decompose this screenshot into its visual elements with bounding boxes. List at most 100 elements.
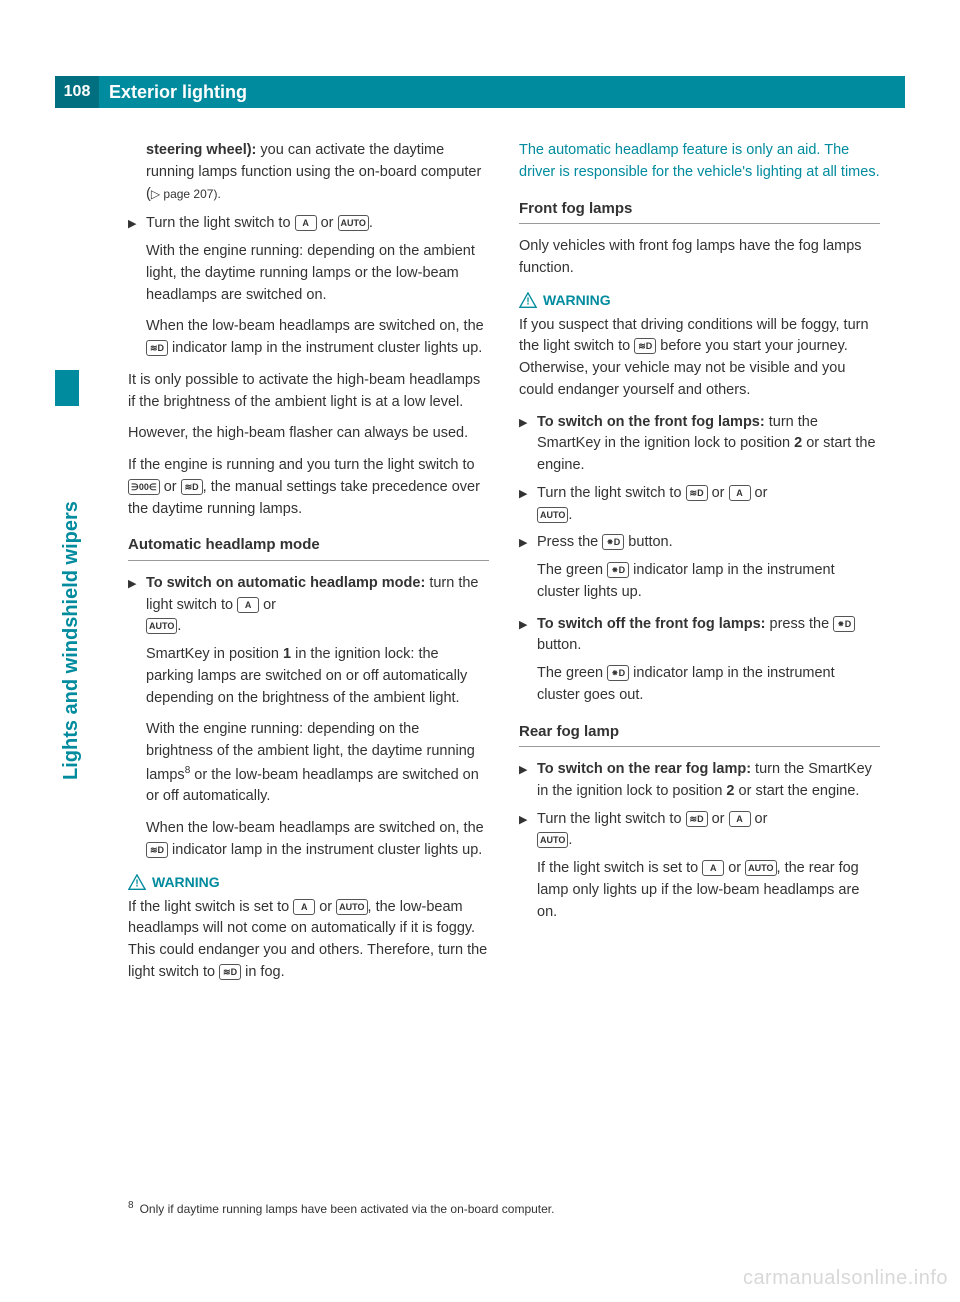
heading-front-fog: Front fog lamps <box>519 198 880 225</box>
sub-paragraph: SmartKey in position 1 in the ignition l… <box>146 644 489 709</box>
text: press the <box>770 616 834 632</box>
bold-lead: To switch off the front fog lamps: <box>537 616 770 632</box>
text: or <box>708 485 729 501</box>
lowbeam-icon: ≋D <box>686 811 708 827</box>
text: or <box>259 597 276 613</box>
list-item: ▶ Turn the light switch to ≋D or A or AU… <box>519 483 880 527</box>
text: button. <box>624 534 672 550</box>
heading-auto-headlamp: Automatic headlamp mode <box>128 534 489 561</box>
auto-icon: AUTO <box>745 860 776 876</box>
text: Turn the light switch to <box>537 811 686 827</box>
paragraph: It is only possible to activate the high… <box>128 370 489 414</box>
auto-icon: AUTO <box>537 832 568 848</box>
lowbeam-icon: ≋D <box>146 842 168 858</box>
paragraph: However, the high-beam flasher can alway… <box>128 423 489 445</box>
intro-paragraph: steering wheel): you can activate the da… <box>146 140 489 205</box>
text: or <box>751 811 768 827</box>
auto-icon: AUTO <box>537 507 568 523</box>
warning-text: If you suspect that driving conditions w… <box>519 315 880 402</box>
bold-lead: To switch on the rear fog lamp: <box>537 761 751 777</box>
warning-block: ! WARNING If the light switch is set to … <box>128 872 489 984</box>
text: in fog. <box>241 964 285 980</box>
text: Turn the light switch to <box>537 485 686 501</box>
bullet-body: To switch off the front fog lamps: press… <box>537 614 880 658</box>
list-item: ▶ To switch on the rear fog lamp: turn t… <box>519 759 880 803</box>
warning-label: WARNING <box>543 290 611 311</box>
text: If the engine is running and you turn th… <box>128 457 475 473</box>
text: If the light switch is set to <box>537 860 702 876</box>
auto-icon: AUTO <box>146 618 177 634</box>
list-item: ▶ Turn the light switch to ≋D or A or AU… <box>519 809 880 853</box>
sub-paragraph: If the light switch is set to A or AUTO,… <box>537 858 880 923</box>
chapter-title: Exterior lighting <box>109 82 247 103</box>
svg-text:!: ! <box>135 879 138 890</box>
bullet-body: To switch on automatic headlamp mode: tu… <box>146 573 489 638</box>
bullet-arrow-icon: ▶ <box>519 759 537 803</box>
bullet-arrow-icon: ▶ <box>519 483 537 527</box>
text: or <box>751 485 768 501</box>
text: . <box>177 618 181 634</box>
text: or start the engine. <box>735 783 860 799</box>
bold-number: 2 <box>726 783 734 799</box>
text: Turn the light switch to <box>146 215 295 231</box>
bullet-body: To switch on the front fog lamps: turn t… <box>537 412 880 477</box>
sub-paragraph: When the low-beam headlamps are switched… <box>146 316 489 360</box>
list-item: ▶ Press the ⁕D button. <box>519 532 880 554</box>
a-icon: A <box>729 485 751 501</box>
sub-paragraph: The green ⁕D indicator lamp in the instr… <box>537 663 880 707</box>
header-band: 108 Exterior lighting <box>55 76 905 108</box>
auto-icon: AUTO <box>336 899 367 915</box>
warning-header: ! WARNING <box>519 290 880 311</box>
heading-rear-fog: Rear fog lamp <box>519 721 880 748</box>
lowbeam-icon: ≋D <box>686 485 708 501</box>
text: The green <box>537 665 607 681</box>
a-icon: A <box>702 860 724 876</box>
fog-icon: ⁕D <box>607 562 629 578</box>
text: . <box>568 507 572 523</box>
svg-text:!: ! <box>526 297 529 308</box>
bullet-arrow-icon: ▶ <box>519 532 537 554</box>
section-vertical-label: Lights and windshield wipers <box>60 501 83 780</box>
paragraph: Only vehicles with front fog lamps have … <box>519 236 880 280</box>
text: The green <box>537 562 607 578</box>
bullet-arrow-icon: ▶ <box>519 809 537 853</box>
sub-paragraph: The green ⁕D indicator lamp in the instr… <box>537 560 880 604</box>
bullet-arrow-icon: ▶ <box>128 213 146 235</box>
text: When the low-beam headlamps are switched… <box>146 820 484 836</box>
bullet-body: Press the ⁕D button. <box>537 532 880 554</box>
bold-lead: To switch on the front fog lamps: <box>537 414 765 430</box>
right-column: The automatic headlamp feature is only a… <box>519 140 880 994</box>
lowbeam-icon: ≋D <box>181 479 203 495</box>
a-icon: A <box>293 899 315 915</box>
a-icon: A <box>295 215 317 231</box>
info-note: The automatic headlamp feature is only a… <box>519 140 880 184</box>
text: SmartKey in position <box>146 646 283 662</box>
bullet-arrow-icon: ▶ <box>519 614 537 658</box>
warning-triangle-icon: ! <box>519 292 537 308</box>
auto-icon: AUTO <box>338 215 369 231</box>
fog-icon: ⁕D <box>602 534 624 550</box>
text: When the low-beam headlamps are switched… <box>146 318 484 334</box>
footnote-text: Only if daytime running lamps have been … <box>140 1202 555 1216</box>
list-item: ▶ Turn the light switch to A or AUTO. <box>128 213 489 235</box>
bold-number: 2 <box>794 435 802 451</box>
watermark: carmanualsonline.info <box>743 1267 948 1290</box>
sub-paragraph: With the engine running: depending on th… <box>146 719 489 808</box>
text: indicator lamp in the instrument cluster… <box>168 842 482 858</box>
list-item: ▶ To switch on the front fog lamps: turn… <box>519 412 880 477</box>
paragraph: If the engine is running and you turn th… <box>128 455 489 520</box>
text: If the light switch is set to <box>128 899 293 915</box>
warning-label: WARNING <box>152 872 220 893</box>
footnote-number: 8 <box>128 1200 134 1211</box>
page-reference: ▷ page 207). <box>151 187 221 201</box>
bullet-arrow-icon: ▶ <box>519 412 537 477</box>
bold-lead: steering wheel): <box>146 142 256 158</box>
text: button. <box>537 637 581 653</box>
content-area: steering wheel): you can activate the da… <box>128 140 880 994</box>
footnote: 8 Only if daytime running lamps have been… <box>128 1200 554 1216</box>
sub-paragraph: With the engine running: depending on th… <box>146 241 489 306</box>
left-column: steering wheel): you can activate the da… <box>128 140 489 994</box>
bold-number: 1 <box>283 646 291 662</box>
text: or the low-beam headlamps are switched o… <box>146 767 479 805</box>
page-number: 108 <box>55 76 99 108</box>
